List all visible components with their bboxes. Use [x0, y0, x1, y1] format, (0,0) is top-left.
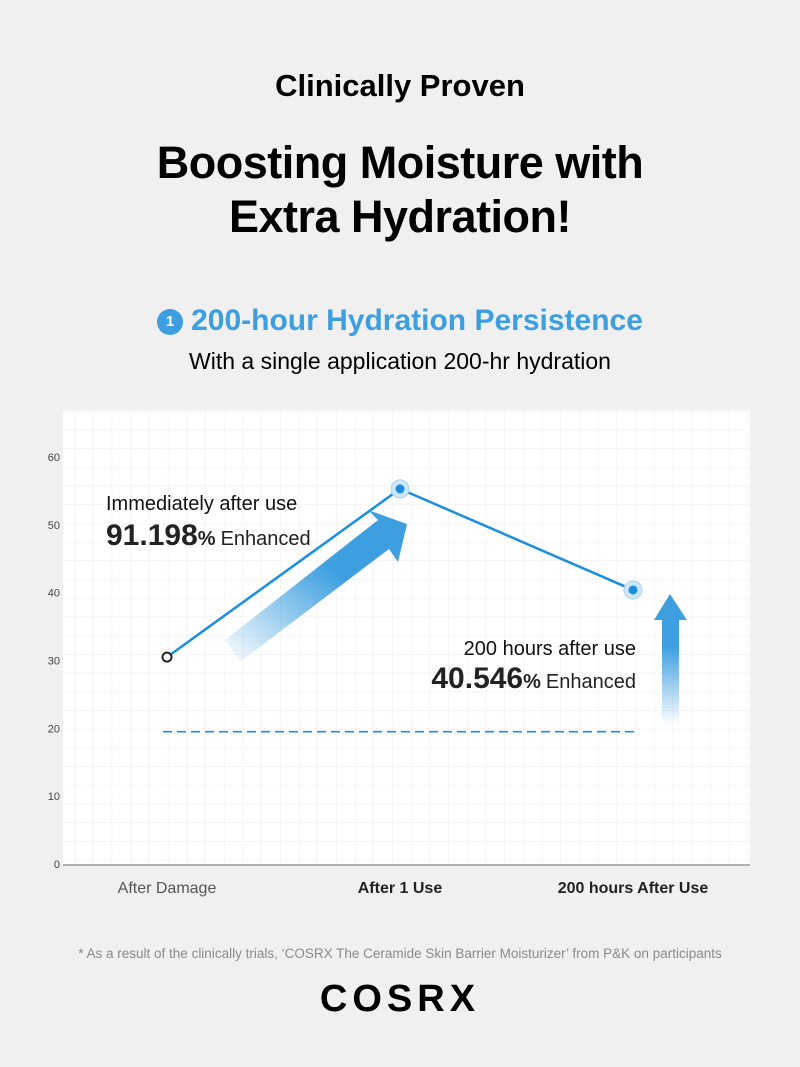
y-tick-label: 40	[48, 588, 60, 600]
section-title-text: 200-hour Hydration Persistence	[191, 304, 643, 337]
eyebrow-title: Clinically Proven	[275, 68, 525, 103]
y-tick-label: 30	[48, 656, 60, 668]
x-tick-label: After 1 Use	[358, 880, 443, 897]
annotation-1-value: 91.198% Enhanced	[106, 519, 311, 552]
y-tick-label: 20	[48, 723, 60, 735]
brand-logo: COSRX	[319, 978, 481, 1020]
annotation-1-label: Immediately after use	[106, 493, 297, 515]
annotation-2-label: 200 hours after use	[464, 638, 636, 660]
x-tick-label: After Damage	[118, 880, 217, 897]
section-subtitle: With a single application 200-hr hydrati…	[189, 348, 611, 374]
data-point	[161, 651, 173, 663]
line-chart: 0 10 20 30 40 50 60 After Damage After 1 Use 200…	[48, 410, 750, 897]
vertical-arrow	[654, 594, 687, 725]
y-tick-label: 50	[48, 520, 60, 532]
headline-line2: Extra Hydration!	[228, 191, 572, 242]
y-tick-label: 60	[48, 452, 60, 464]
section-number-badge: 1	[157, 309, 184, 335]
data-point	[628, 585, 638, 595]
headline: Boosting Moisture with Extra Hydration!	[0, 136, 800, 244]
data-point	[395, 484, 405, 494]
grid	[63, 410, 750, 865]
section-title: 1 200-hour Hydration Persistence	[0, 304, 800, 338]
diagonal-arrow	[225, 510, 407, 662]
y-tick-label: 10	[48, 791, 60, 803]
footnote: * As a result of the clinically trials, …	[78, 946, 722, 961]
y-tick-label: 0	[54, 859, 60, 871]
annotation-2-value: 40.546% Enhanced	[431, 662, 636, 695]
x-tick-label: 200 hours After Use	[558, 880, 709, 897]
headline-line1: Boosting Moisture with	[156, 137, 644, 188]
